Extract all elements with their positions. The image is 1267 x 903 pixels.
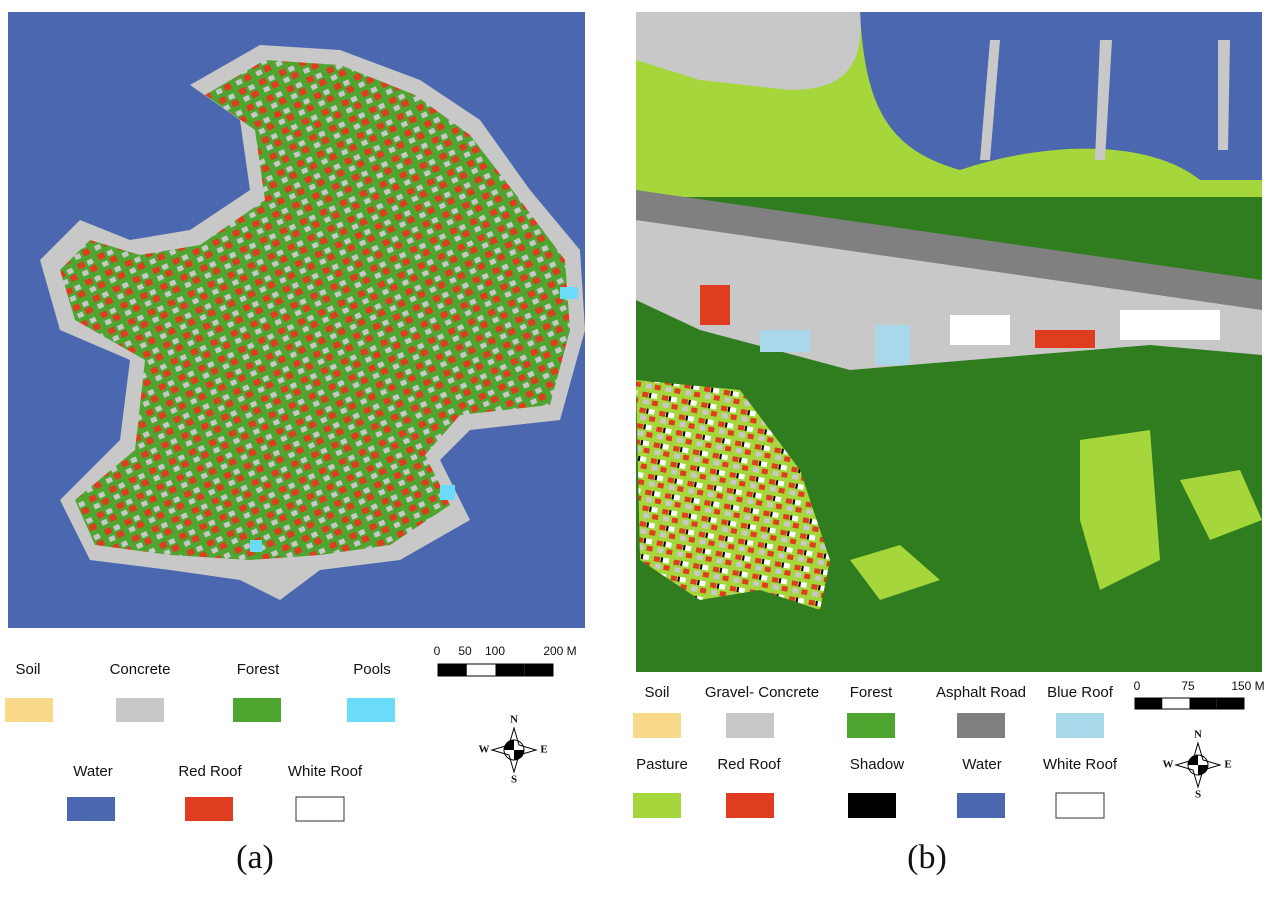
legend-label: Concrete <box>110 661 171 678</box>
legend-label: Red Roof <box>178 763 242 780</box>
legend-label: Soil <box>644 684 669 701</box>
scale-bar-segment <box>1190 698 1217 709</box>
compass-letter: W <box>1163 759 1174 771</box>
legend-label: Forest <box>237 661 280 678</box>
legend-label: Asphalt Road <box>936 684 1026 701</box>
legend-swatch <box>957 713 1005 738</box>
legend-swatch <box>1056 713 1104 738</box>
map-a <box>8 12 585 628</box>
legend-label: Gravel- Concrete <box>705 684 819 701</box>
scale-bar-segment <box>1217 698 1244 709</box>
legend-swatch <box>5 698 53 722</box>
legend-swatch <box>847 713 895 738</box>
scale-label: 50 <box>458 644 472 658</box>
legend-swatch <box>633 713 681 738</box>
scale-bar-segment <box>1135 698 1162 709</box>
caption: (a) <box>236 839 274 876</box>
legend-swatch <box>633 793 681 818</box>
scale-label: 200 M <box>543 644 576 658</box>
compass-letter: E <box>540 744 547 756</box>
legend-label: Shadow <box>850 756 904 773</box>
caption: (b) <box>907 839 947 876</box>
legend-swatch <box>957 793 1005 818</box>
legend-label: Forest <box>850 684 893 701</box>
legend-label: Pools <box>353 661 391 678</box>
legend-swatch <box>185 797 233 821</box>
legend-swatch <box>233 698 281 722</box>
legend-label: Red Roof <box>717 756 781 773</box>
scale-bar-segment <box>524 664 553 676</box>
compass-letter: N <box>1194 729 1202 741</box>
legend-label: Water <box>73 763 112 780</box>
scale-bar-segment <box>496 664 525 676</box>
map-b <box>636 12 1262 672</box>
compass-letter: W <box>479 744 490 756</box>
legend-swatch <box>347 698 395 722</box>
scale-label: 150 M <box>1231 679 1264 693</box>
compass-star <box>492 728 536 772</box>
legend-swatch <box>848 793 896 818</box>
compass-letter: N <box>510 714 518 726</box>
scale-label: 75 <box>1181 679 1195 693</box>
compass-star <box>1176 743 1220 787</box>
legend-swatch <box>116 698 164 722</box>
legend-label: Pasture <box>636 756 688 773</box>
compass-letter: E <box>1224 759 1231 771</box>
scale-bar-segment <box>438 664 467 676</box>
compass-letter: S <box>511 774 517 786</box>
legend-label: White Roof <box>1043 756 1118 773</box>
legend-swatch <box>726 793 774 818</box>
legend-swatch <box>726 713 774 738</box>
scale-label: 100 <box>485 644 505 658</box>
compass: N E S W <box>1163 729 1232 801</box>
legend-swatch <box>67 797 115 821</box>
legend-label: Blue Roof <box>1047 684 1114 701</box>
legend-swatch <box>296 797 344 821</box>
compass-letter: S <box>1195 789 1201 801</box>
legend-swatch <box>1056 793 1104 818</box>
compass: N E S W <box>479 714 548 786</box>
scale-label: 0 <box>434 644 441 658</box>
legend-label: Water <box>962 756 1001 773</box>
figure: Soil Concrete Forest Pools Water Red Roof Whit… <box>0 0 1267 903</box>
scale-label: 0 <box>1134 679 1141 693</box>
legend-label: Soil <box>15 661 40 678</box>
legend-label: White Roof <box>288 763 363 780</box>
